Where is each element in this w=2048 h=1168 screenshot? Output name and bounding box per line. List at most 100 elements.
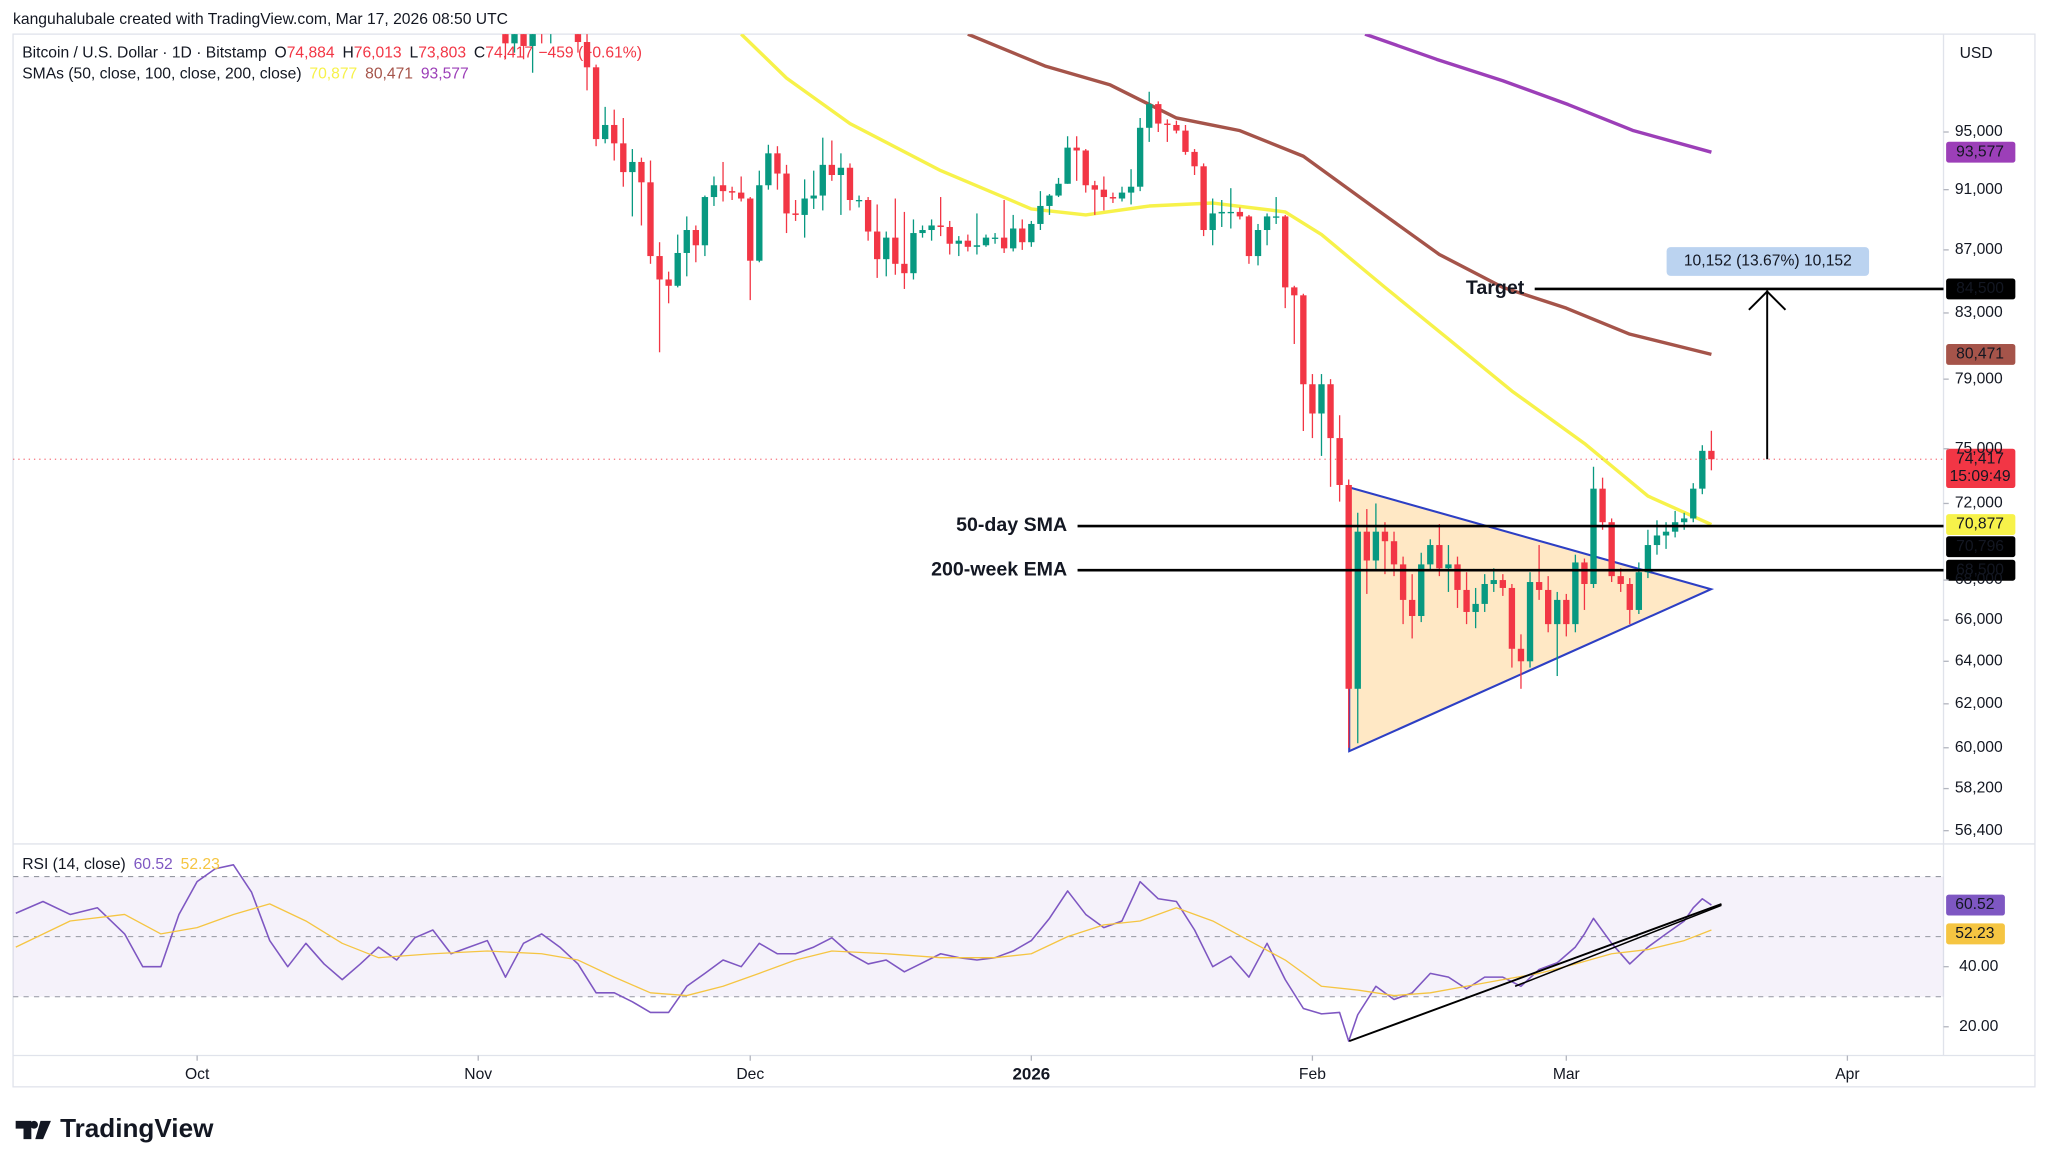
candle-body [665,279,672,286]
candle-body [683,230,690,253]
candle-body [1626,584,1633,610]
level-label: 50-day SMA [956,514,1067,536]
candle-body [1327,384,1334,439]
candle-body [1463,589,1470,612]
candle-body [747,198,754,261]
candle-body [701,197,709,246]
candle-body [1309,384,1316,414]
candle-body [1218,211,1225,214]
candle-body [1508,587,1516,649]
candle-body [674,252,681,286]
candle-body [638,161,645,183]
level-label: Target [1466,277,1525,299]
candle-body [1263,216,1271,231]
x-tick-label: Feb [1299,1066,1326,1083]
rsi-badge-label: 60.52 [1955,896,1994,913]
candle-body [1291,287,1298,296]
price-pane [13,34,1944,748]
candle-body [1236,211,1244,217]
candle-body [973,245,981,247]
quote-key: C [474,45,485,62]
y-tick-label: 83,000 [1955,304,2003,321]
candle-body [1300,295,1307,385]
y-tick-label: 87,000 [1955,241,2003,258]
sma-line [1364,34,1712,154]
candle-body [1100,189,1108,198]
candle-body [1191,151,1198,167]
candle-body [1010,228,1017,249]
level-label: 200-week EMA [931,558,1067,580]
candle-body [1408,599,1416,617]
candle-body [620,143,627,173]
rsi-badge-label: 52.23 [1955,925,1994,942]
candle-body [583,42,591,68]
candle-body [1209,213,1216,231]
candle-body [1472,603,1479,612]
y-tick-label: 79,000 [1955,370,2003,387]
candle-body [946,226,953,244]
candle-body [529,34,536,46]
candle-body [1282,216,1289,288]
candle-body [982,237,990,246]
candle-body [1363,531,1370,561]
y-tick-label: 64,000 [1955,652,2003,669]
candle-body [846,167,854,201]
rsi-badge [1946,923,2005,945]
candle-body [1345,484,1352,689]
sma-title: SMAs (50, close, 100, close, 200, close) [22,66,301,83]
candle-body [964,240,972,247]
candle-body [1182,130,1189,152]
candle-body [892,237,899,264]
level-badge [1946,278,2016,300]
candle-body [1454,564,1461,590]
sma-line [967,34,1712,357]
candle-body [774,153,781,174]
candle-body [1554,599,1561,625]
candle-body [502,34,509,44]
candle-body [1427,545,1434,565]
measure-label: 10,152 (13.67%) 10,152 [1684,253,1852,270]
candle-body [1245,216,1253,257]
level-badge [1946,559,2016,581]
candle-body [737,192,745,199]
candle-body [574,34,582,43]
x-tick-label: 2026 [1012,1065,1050,1084]
rsi-trendline [1348,903,1722,1043]
candle-body [810,195,817,199]
candle-body [1490,580,1497,585]
sma-badge-label: 70,877 [1956,516,2004,533]
candle-body [1164,123,1171,125]
candle-body [1082,150,1089,186]
candle-body [1155,104,1162,124]
candle-body [1064,147,1071,184]
candle-body [1526,582,1534,662]
candle-body [1708,450,1715,460]
y-tick-label: 56,400 [1955,822,2003,839]
candle-body [1544,589,1552,625]
candle-body [837,167,845,176]
y-tick-label: 66,000 [1955,611,2003,628]
candle-body [1644,545,1652,573]
logo-text: TradingView [60,1113,214,1143]
candle-body [692,230,700,246]
candle-body [1127,186,1135,193]
candle-body [937,225,944,227]
y-tick-label: 75,000 [1955,440,2003,457]
candle-body [1563,599,1570,625]
y-tick-label: 58,200 [1955,780,2003,797]
candle-body [1581,562,1588,585]
sma-badge-label: 80,471 [1956,346,2004,363]
quote-key: O [275,45,287,62]
candle-body [629,161,636,173]
sma-badge [1946,141,2016,163]
level-badge-label: 68,500 [1956,561,2004,578]
rsi-tick-label: 20.00 [1959,1018,1998,1035]
candle-body [1418,564,1425,617]
symbol: Bitcoin / U.S. Dollar · 1D · Bitstamp [22,45,267,62]
candle-body [1272,216,1280,218]
candle-body [1037,205,1044,224]
candle-body [1381,531,1389,542]
candle-body [1599,488,1606,523]
